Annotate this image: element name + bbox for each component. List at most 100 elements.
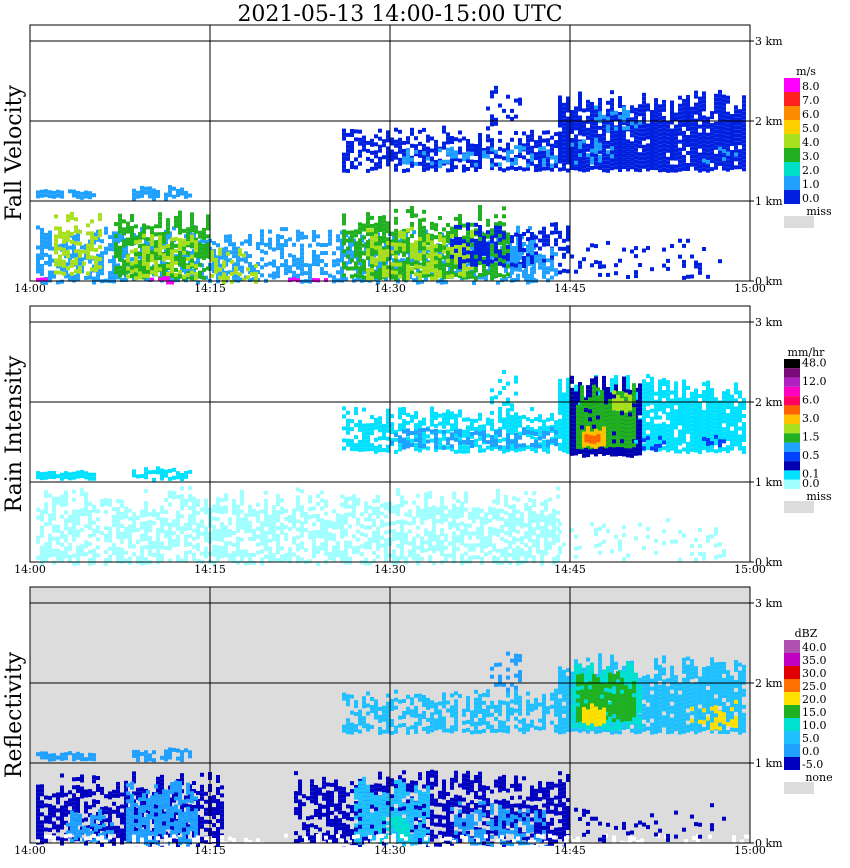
x-tick-label: 14:45 — [554, 563, 586, 576]
colorbar-label: 20.0 — [802, 693, 827, 706]
x-tick-label: 14:15 — [194, 563, 226, 576]
colorbar-missing-label: none — [805, 771, 832, 784]
echo-feature-10 — [36, 833, 752, 847]
colorbar-missing-swatch — [784, 782, 814, 794]
echo-feature-4 — [558, 518, 726, 562]
colorbar-swatch — [784, 479, 800, 489]
colorbar-label: 3.0 — [802, 412, 820, 425]
colorbar-swatch — [784, 176, 800, 190]
echo-feature-9 — [366, 226, 474, 281]
colorbar-label: 5.0 — [802, 122, 820, 135]
echo-feature-21 — [570, 137, 614, 165]
echo-feature-13 — [612, 390, 632, 413]
colorbar-swatch — [784, 451, 800, 462]
x-tick-label: 14:30 — [374, 282, 406, 295]
colorbar-swatch — [784, 640, 800, 653]
colorbar-missing-swatch — [784, 501, 814, 513]
y-tick-label: 3 km — [755, 597, 783, 610]
y-tick-label: 0 km — [755, 556, 783, 569]
y-tick-label: 1 km — [755, 476, 783, 489]
colorbar-swatch — [784, 134, 800, 148]
colorbar-swatch — [784, 377, 800, 387]
echo-feature-13 — [36, 277, 48, 282]
echo-feature-1 — [36, 189, 96, 200]
echo-feature-11 — [558, 803, 726, 843]
colorbar-label: 0.0 — [802, 745, 820, 758]
echo-feature-15 — [702, 434, 726, 448]
echo-feature-8 — [390, 427, 558, 450]
echo-feature-17 — [582, 703, 606, 727]
colorbar-label: 1.0 — [802, 178, 820, 191]
colorbar-label: 0.1 — [802, 468, 820, 481]
colorbar-swatch — [784, 148, 800, 162]
echo-feature-2 — [132, 747, 192, 763]
colorbar-label: 25.0 — [802, 680, 827, 693]
echo-feature-12 — [584, 434, 601, 444]
radar-echo-layer — [36, 370, 746, 566]
echo-feature-12 — [558, 238, 722, 280]
echo-feature-2 — [132, 185, 192, 201]
grid — [30, 306, 750, 562]
echo-feature-14 — [150, 276, 174, 285]
x-tick-label: 15:00 — [734, 844, 766, 857]
colorbar-swatch — [784, 386, 800, 397]
panel-1: 14:00 14:15 14:30 14:45 15:000 km 1 km 2 km 3 k… — [2, 24, 832, 295]
panel-ylabel: Reflectivity — [2, 651, 27, 778]
colorbar-label: 35.0 — [802, 654, 827, 667]
y-tick-label: 2 km — [755, 396, 783, 409]
colorbar-label: 30.0 — [802, 667, 827, 680]
colorbar-unit: dBZ — [795, 627, 818, 640]
echo-feature-6 — [490, 370, 518, 412]
echo-feature-7 — [210, 247, 258, 285]
colorbar-swatch — [784, 120, 800, 134]
colorbar-swatch — [784, 461, 800, 471]
y-tick-label: 3 km — [755, 35, 783, 48]
colorbar-swatch — [784, 190, 800, 204]
colorbar-swatch — [784, 433, 800, 443]
colorbar-swatch — [784, 705, 800, 718]
colorbar-unit: mm/hr — [788, 346, 826, 359]
x-tick-label: 15:00 — [734, 282, 766, 295]
panel-ylabel: Rain Intensity — [2, 355, 27, 512]
y-tick-label: 3 km — [755, 316, 783, 329]
y-tick-label: 0 km — [755, 275, 783, 288]
colorbar-label: 6.0 — [802, 108, 820, 121]
plot-frame — [29, 586, 751, 844]
colorbar-label: 6.0 — [802, 393, 820, 406]
colorbar-label: 12.0 — [802, 375, 827, 388]
colorbar-label: -5.0 — [802, 758, 823, 771]
echo-feature-11 — [510, 242, 558, 285]
y-tick-label: 2 km — [755, 115, 783, 128]
chart-title: 2021-05-13 14:00-15:00 UTC — [237, 2, 563, 27]
colorbar-missing-label: miss — [806, 205, 832, 218]
colorbar-label: 40.0 — [802, 641, 827, 654]
colorbar-label: 1.5 — [802, 431, 820, 444]
colorbar-swatch — [784, 653, 800, 666]
echo-feature-10 — [450, 222, 570, 269]
colorbar-swatch — [784, 757, 800, 770]
panel-ylabel: Fall Velocity — [2, 85, 27, 221]
colorbar-swatch — [784, 162, 800, 176]
echo-feature-12 — [342, 688, 558, 735]
radar-echo-layer — [36, 651, 752, 847]
x-tick-label: 14:00 — [14, 844, 46, 857]
colorbar-label: 0.5 — [802, 449, 820, 462]
colorbar-label: 7.0 — [802, 94, 820, 107]
x-tick-label: 14:45 — [554, 844, 586, 857]
colorbar-swatch — [784, 666, 800, 679]
colorbar-label: 0.0 — [802, 192, 820, 205]
x-tick-label: 15:00 — [734, 563, 766, 576]
echo-feature-13 — [490, 651, 522, 692]
x-tick-label: 14:15 — [194, 844, 226, 857]
x-tick-label: 14:15 — [194, 282, 226, 295]
colorbar-label: 8.0 — [802, 80, 820, 93]
colorbar-unit: m/s — [796, 65, 816, 78]
colorbar-swatch — [784, 414, 800, 424]
colorbar-label: 2.0 — [802, 164, 820, 177]
x-tick-label: 14:45 — [554, 282, 586, 295]
echo-feature-19 — [402, 145, 558, 169]
colorbar-label: 3.0 — [802, 150, 820, 163]
plot-frame — [29, 305, 751, 563]
colorbar-label: 48.0 — [802, 356, 827, 369]
